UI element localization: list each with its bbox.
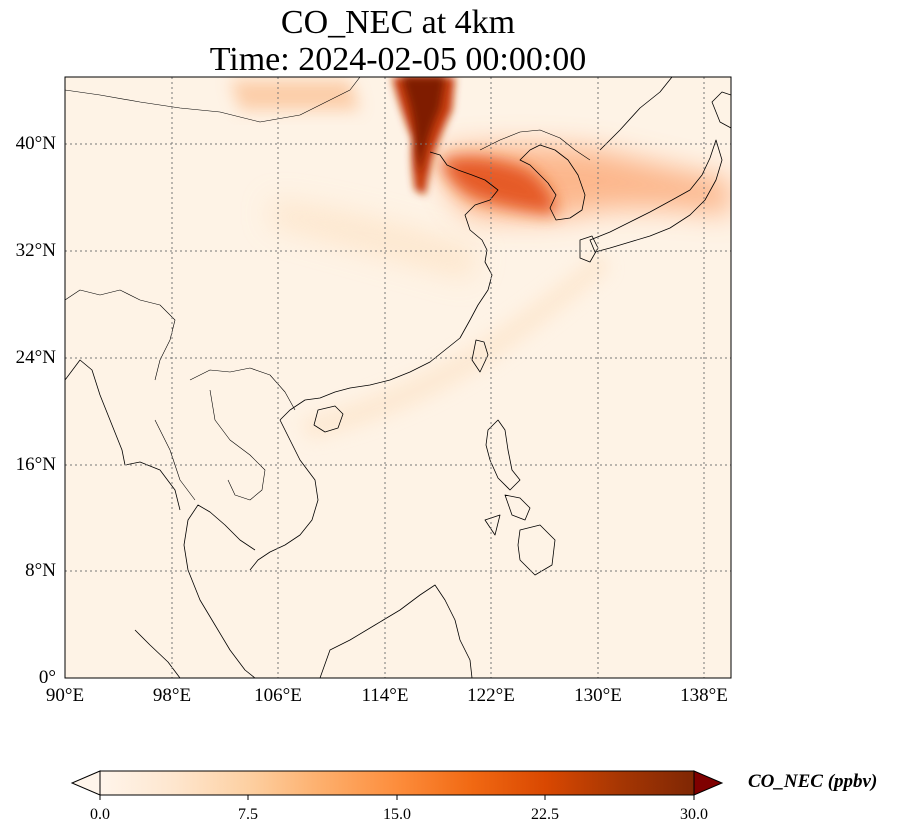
lat-tick-label: 16°N <box>15 454 56 475</box>
japan-hokkaido <box>711 91 731 129</box>
plume-mongolia <box>230 80 360 110</box>
lat-tick-label: 8°N <box>25 560 56 581</box>
lon-tick-label: 90°E <box>45 685 85 706</box>
map-frame <box>64 76 732 679</box>
bay-bengal-coast <box>65 359 181 511</box>
map-time-subtitle: Time: 2024-02-05 00:00:00 <box>209 41 587 78</box>
colorbar-tick-label: 30.0 <box>680 806 708 823</box>
lat-tick-label: 32°N <box>15 240 56 261</box>
lat-tick-label: 40°N <box>15 133 56 154</box>
coastlines <box>65 77 731 678</box>
map-title: CO_NEC at 4km <box>280 4 516 41</box>
russia-coast <box>599 77 673 151</box>
gulf-thailand-coast <box>183 504 256 678</box>
taiwan-island <box>471 339 489 373</box>
sumatra-island <box>134 629 181 678</box>
philippine-islands <box>484 494 556 576</box>
luzon-island <box>485 419 521 491</box>
colorbar-ticks <box>99 795 695 800</box>
china-coastline <box>279 151 499 421</box>
mongolia-border <box>65 77 361 123</box>
colorbar-tick-label: 7.5 <box>238 806 258 823</box>
colorbar-min-extend <box>70 770 101 796</box>
faint-plume-central-china <box>270 200 480 280</box>
plume-yellow-sea <box>440 156 556 215</box>
colorbar-body <box>100 771 694 795</box>
lon-tick-label: 114°E <box>361 685 409 706</box>
plume-north-core <box>402 77 445 175</box>
inland-border-3 <box>209 389 266 501</box>
colorbar-max-extend <box>693 770 724 796</box>
lon-tick-label: 122°E <box>467 685 515 706</box>
korea-peninsula <box>519 144 586 221</box>
inland-border-2 <box>189 367 296 411</box>
colorbar-tick-label: 0.0 <box>90 806 110 823</box>
japan-kyushu <box>579 235 599 263</box>
lon-tick-label: 106°E <box>254 685 302 706</box>
concentration-field <box>230 77 731 440</box>
borneo-island <box>319 584 473 678</box>
hainan-island <box>313 405 344 433</box>
colorbar-label: CO_NEC (ppbv) <box>748 771 878 792</box>
lon-tick-label: 98°E <box>152 685 192 706</box>
lon-tick-label: 138°E <box>680 685 728 706</box>
china-korea-border <box>479 129 591 161</box>
colorbar-tick-label: 22.5 <box>531 806 559 823</box>
inland-border-1 <box>65 289 176 381</box>
lat-tick-label: 24°N <box>15 347 56 368</box>
faint-plume-south-china-sea <box>300 250 610 440</box>
indochina-coast <box>249 419 319 571</box>
colorbar-tick-label: 15.0 <box>383 806 411 823</box>
gridlines <box>65 77 731 678</box>
japan-honshu <box>589 139 723 253</box>
lat-tick-label: 0° <box>38 667 56 688</box>
lon-tick-label: 130°E <box>574 685 622 706</box>
